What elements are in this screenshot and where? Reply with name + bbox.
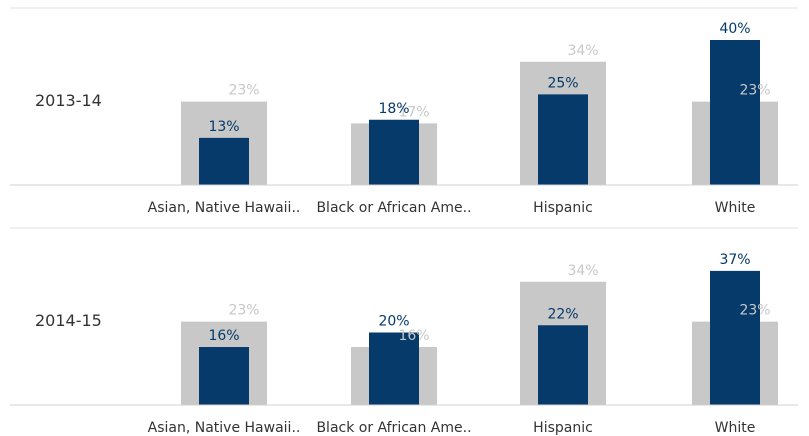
bar [369, 332, 419, 405]
bar [710, 40, 760, 185]
x-tick-label: Hispanic [533, 200, 593, 216]
value-label: 23% [739, 83, 770, 99]
bar [199, 347, 249, 405]
value-label: 16% [398, 328, 429, 344]
value-label: 34% [567, 43, 598, 59]
bar [538, 94, 588, 185]
value-label: 18% [378, 101, 409, 117]
bar [369, 119, 419, 185]
value-label: 34% [567, 263, 598, 279]
value-label: 23% [739, 303, 770, 319]
value-label: 23% [228, 83, 259, 99]
value-label: 25% [547, 75, 578, 91]
bar [538, 325, 588, 405]
value-label: 22% [547, 306, 578, 322]
x-tick-label: Hispanic [533, 420, 593, 436]
value-label: 37% [719, 252, 750, 268]
x-tick-label: Asian, Native Hawaii.. [148, 420, 301, 436]
x-tick-label: Black or African Ame.. [316, 200, 471, 216]
row-label: 2014-15 [35, 311, 102, 330]
x-tick-label: White [715, 420, 756, 436]
value-label: 20% [378, 314, 409, 330]
value-label: 17% [398, 104, 429, 120]
x-tick-label: Black or African Ame.. [316, 420, 471, 436]
x-tick-label: White [715, 200, 756, 216]
value-label: 13% [208, 119, 239, 135]
bar [199, 137, 249, 185]
x-tick-label: Asian, Native Hawaii.. [148, 200, 301, 216]
value-label: 16% [208, 328, 239, 344]
bar [710, 270, 760, 405]
row-label: 2013-14 [35, 91, 102, 110]
value-label: 40% [719, 21, 750, 37]
value-label: 23% [228, 303, 259, 319]
